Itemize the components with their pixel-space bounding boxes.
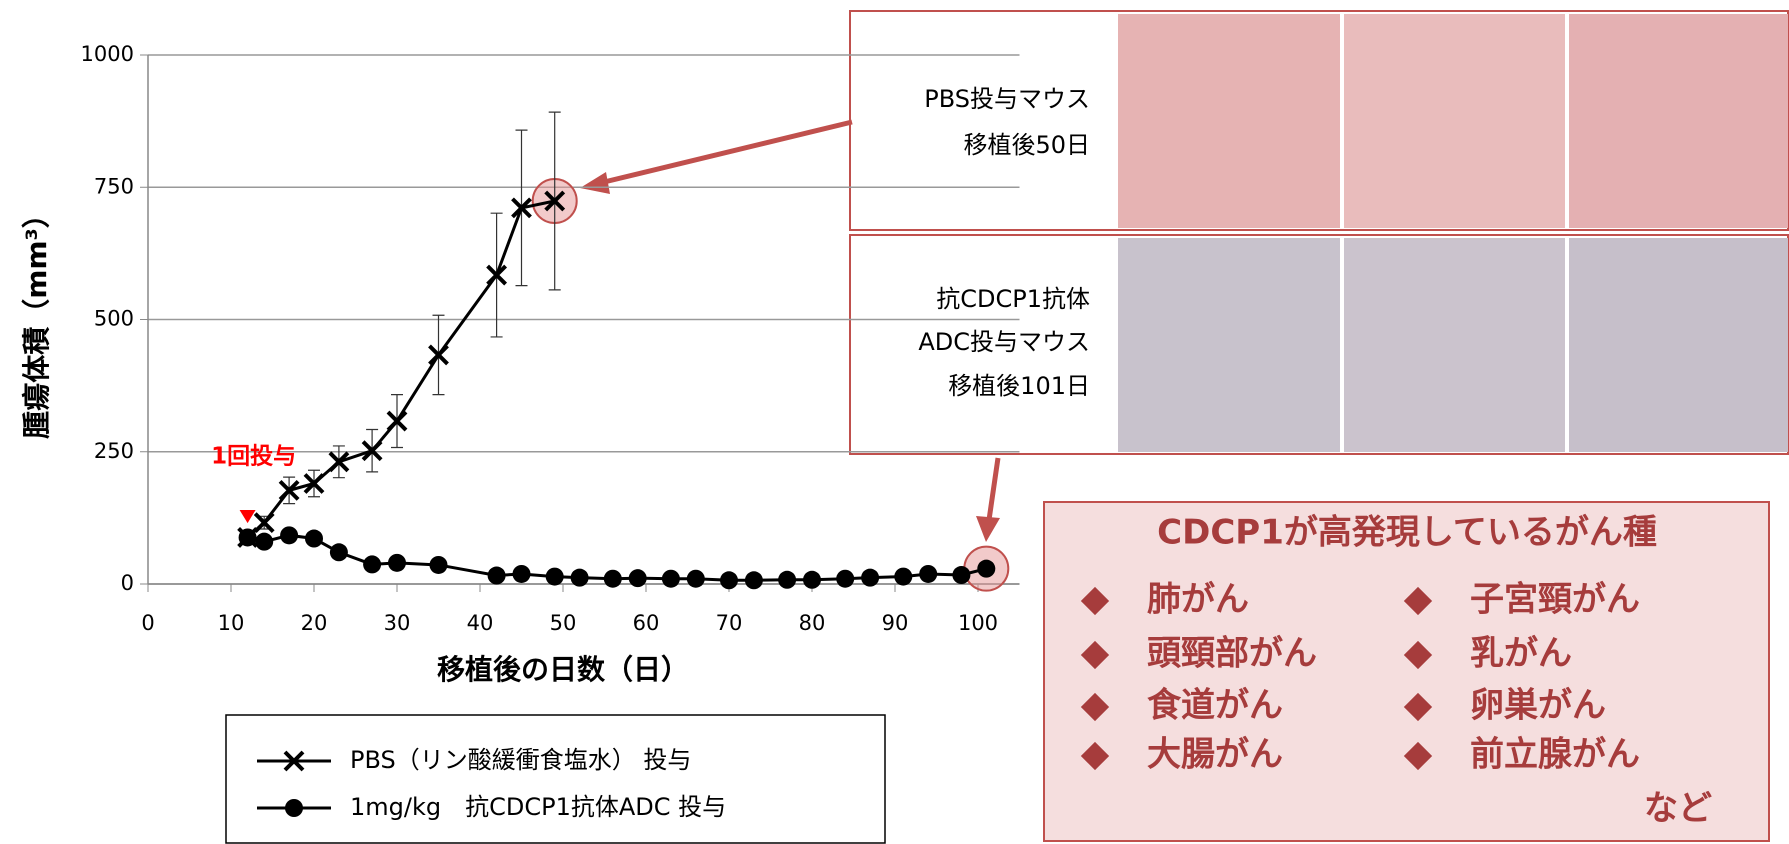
dot-marker [778, 570, 797, 589]
cancer-item: 乳がん [1470, 634, 1572, 674]
x-tick-label: 80 [799, 611, 826, 635]
dot-marker [919, 564, 938, 583]
bullet-diamond [1403, 741, 1433, 771]
x-marker [361, 440, 383, 462]
x-marker [486, 264, 508, 286]
callout-arrow [599, 119, 853, 186]
legend-box [225, 714, 886, 844]
box-title: CDCP1が高発現しているがん種 [1157, 513, 1657, 553]
dot-marker [363, 555, 382, 574]
dot-marker [305, 529, 323, 548]
x-marker [253, 512, 275, 534]
cancer-item: 子宮頸がん [1470, 580, 1640, 620]
dot-marker [388, 553, 406, 572]
bullet-diamond [1403, 640, 1433, 670]
bullet-diamond [1403, 692, 1433, 722]
photo [1569, 14, 1788, 228]
x-marker [303, 473, 325, 494]
x-tick-label: 60 [633, 611, 660, 635]
cancer-item: 卵巣がん [1470, 686, 1606, 726]
legend-label: 1mg/kg 抗CDCP1抗体ADC 投与 [350, 793, 726, 821]
x-tick-label: 10 [218, 611, 245, 635]
cancer-box [1043, 501, 1770, 842]
x-marker [511, 197, 532, 219]
photo [1118, 14, 1340, 228]
y-tick-label: 250 [94, 439, 134, 463]
x-tick-label: 40 [467, 611, 494, 635]
dot-marker [836, 569, 855, 588]
dot-marker [952, 566, 971, 585]
photo [1118, 238, 1340, 452]
cancer-item: 大腸がん [1147, 735, 1283, 775]
y-tick-label: 1000 [81, 42, 134, 66]
y-tick-label: 750 [94, 174, 134, 198]
y-tick-label: 0 [121, 571, 134, 595]
x-marker [544, 190, 566, 212]
dose-marker [239, 509, 256, 524]
bullet-diamond [1080, 741, 1110, 771]
bullet-diamond [1080, 692, 1110, 722]
x-axis-title: 移植後の日数（日） [437, 653, 689, 686]
dot-marker [720, 571, 738, 590]
dot-marker [512, 564, 531, 583]
bullet-diamond [1403, 586, 1433, 616]
cancer-item: 肺がん [1147, 580, 1249, 620]
bullet-diamond [1080, 586, 1110, 616]
cancer-item: 前立腺がん [1470, 735, 1640, 775]
x-marker [328, 451, 350, 473]
panel-label: 移植後50日 [963, 131, 1090, 159]
x-tick-label: 50 [550, 611, 577, 635]
cancer-item: 食道がん [1147, 686, 1283, 726]
dot-marker [977, 559, 996, 578]
bullet-diamond [1080, 640, 1110, 670]
dot-marker [545, 567, 564, 586]
x-tick-label: 0 [141, 611, 154, 635]
dot-marker [329, 543, 348, 562]
dot-marker [280, 526, 299, 545]
photo [1344, 238, 1565, 452]
dot-marker [628, 569, 647, 588]
dot-marker [894, 567, 913, 586]
x-marker [386, 410, 408, 432]
x-tick-label: 100 [958, 611, 998, 635]
dot-marker [744, 571, 763, 590]
box-note: など [1644, 789, 1712, 829]
dot-marker [255, 532, 274, 551]
panel-label: ADC投与マウス [918, 328, 1090, 356]
panel-label: 移植後101日 [948, 372, 1090, 400]
dot-marker [861, 568, 880, 587]
x-marker [283, 750, 305, 772]
photo [1344, 14, 1565, 228]
dot-marker [803, 570, 821, 589]
y-axis-title: 腫瘍体積（mm³） [20, 200, 53, 439]
callout-arrow [986, 457, 1001, 521]
cancer-item: 頭頸部がん [1147, 634, 1317, 674]
y-tick-label: 500 [94, 307, 134, 331]
dot-marker [603, 569, 622, 588]
dot-marker [487, 566, 506, 585]
arrow-head [976, 516, 1000, 542]
panel-label: 抗CDCP1抗体 [936, 285, 1090, 313]
x-tick-label: 90 [882, 611, 909, 635]
x-tick-label: 30 [384, 611, 411, 635]
dot-marker [570, 568, 589, 587]
x-marker [278, 479, 300, 501]
annotation: 1回投与 [211, 443, 296, 469]
legend-label: PBS（リン酸緩衝食塩水） 投与 [350, 746, 691, 774]
x-tick-label: 70 [716, 611, 743, 635]
x-tick-label: 20 [301, 611, 328, 635]
dot-marker [661, 569, 680, 588]
dot-marker [285, 799, 303, 817]
panel-label: PBS投与マウス [924, 85, 1090, 113]
dot-marker [238, 528, 257, 547]
dot-marker [429, 555, 448, 574]
x-marker [428, 344, 449, 366]
photo [1569, 238, 1788, 452]
dot-marker [686, 569, 705, 588]
arrow-head [580, 172, 610, 194]
